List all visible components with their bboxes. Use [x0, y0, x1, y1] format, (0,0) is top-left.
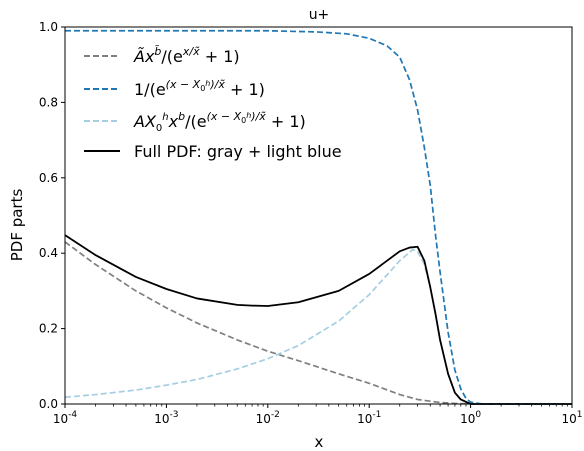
x-tick-label: 10-3 — [154, 410, 178, 426]
legend-label-1: 1/(e(x − X0h)/x̃ + 1) — [134, 78, 265, 99]
x-tick-label: 100 — [460, 410, 481, 426]
series-line-2 — [64, 248, 572, 405]
legend-label-3: Full PDF: gray + light blue — [134, 142, 342, 161]
plot-frame — [64, 26, 573, 405]
x-tick-label: 10-2 — [256, 410, 280, 426]
y-axis-label: PDF parts — [8, 189, 26, 262]
y-tick-label: 0.2 — [39, 322, 58, 336]
axis-ticks: 10-4 10-3 10-2 10-1 100 101 0.0 0.2 0.4 0.6 0.8 1.0 — [39, 20, 583, 426]
series-line-0 — [64, 241, 572, 405]
y-tick-label: 0.8 — [39, 95, 58, 109]
series-line-3 — [64, 234, 572, 405]
x-tick-label: 10-1 — [357, 410, 381, 426]
x-tick-label: 101 — [561, 410, 582, 426]
series-layer — [64, 29, 572, 405]
x-tick-label: 10-4 — [53, 410, 78, 426]
series-line-1 — [65, 29, 572, 405]
y-tick-label: 1.0 — [39, 20, 58, 34]
legend-label-0: Ãxb̃/(ex/x̃ + 1) — [133, 45, 240, 66]
y-tick-label: 0.6 — [39, 171, 58, 185]
y-tick-label: 0.0 — [39, 397, 58, 411]
chart-title: u+ — [309, 7, 330, 23]
legend: Ãxb̃/(ex/x̃ + 1) 1/(e(x − X0h)/x̃ + 1) AX0… — [84, 45, 342, 161]
x-axis-label: x — [315, 433, 324, 451]
legend-label-2: AX0hxb/(e(x − X0h)/x̃ + 1) — [133, 110, 306, 134]
y-tick-label: 0.4 — [39, 246, 58, 260]
